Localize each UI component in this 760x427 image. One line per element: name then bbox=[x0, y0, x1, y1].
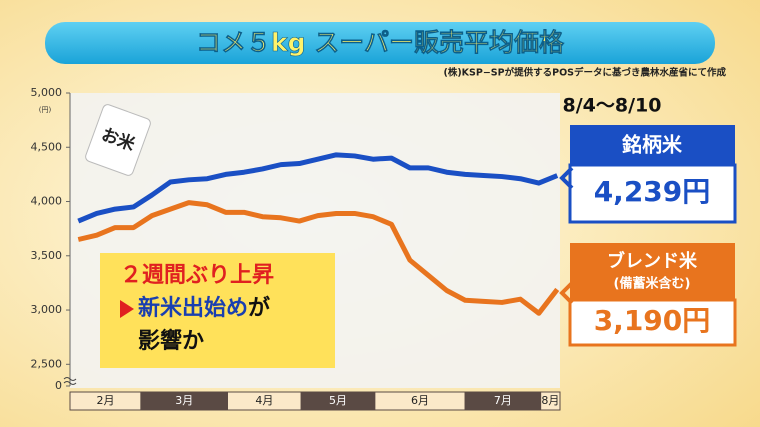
axis-break bbox=[63, 377, 77, 385]
annotation-part: が bbox=[248, 295, 270, 321]
y-tick-label: 4,500 bbox=[31, 140, 63, 153]
y-tick-label: 0 bbox=[55, 379, 62, 392]
label-header bbox=[570, 243, 735, 300]
bullet bbox=[120, 300, 134, 318]
latest-value: 4,239円 bbox=[594, 175, 711, 208]
title-banner bbox=[45, 22, 715, 64]
x-tick-label: 8月 bbox=[541, 394, 559, 407]
label-box bbox=[568, 163, 737, 224]
month-band bbox=[540, 391, 561, 411]
legend-label: ブレンド米 bbox=[607, 250, 698, 272]
x-tick-label: 2月 bbox=[96, 394, 114, 407]
x-tick-label: 5月 bbox=[329, 394, 347, 407]
label-header bbox=[570, 125, 735, 165]
legend-sublabel: (備蓄米含む) bbox=[614, 276, 691, 292]
pointer bbox=[559, 281, 574, 305]
y-tick-label: 2,500 bbox=[31, 357, 63, 370]
x-tick-label: 3月 bbox=[175, 394, 193, 407]
annotation-headline: ２週間ぶり上昇 bbox=[120, 263, 274, 288]
annotation-part: 新米出始め bbox=[138, 295, 248, 321]
chart-title: コメ５kg スーパー販売平均価格 bbox=[196, 28, 565, 57]
data-line bbox=[77, 152, 559, 224]
y-tick-label: 4,000 bbox=[31, 195, 63, 208]
x-tick-label: 7月 bbox=[494, 394, 512, 407]
annotation-line: 新米出始めが bbox=[138, 295, 270, 321]
x-tick-label: 4月 bbox=[255, 394, 273, 407]
y-unit: (円) bbox=[39, 106, 52, 114]
data-line bbox=[77, 200, 560, 316]
y-tick-label: 3,500 bbox=[31, 249, 63, 262]
y-tick-label: 5,000 bbox=[31, 86, 63, 99]
y-tick-label: 3,000 bbox=[31, 303, 63, 316]
period: 8/4〜8/10 bbox=[563, 95, 662, 117]
rice-icon: お米 bbox=[85, 104, 151, 176]
x-tick-label: 6月 bbox=[411, 394, 429, 407]
pointer bbox=[559, 166, 574, 190]
annotation-box bbox=[100, 253, 335, 368]
latest-value: 3,190円 bbox=[594, 304, 711, 337]
source: (株)KSP−SPが提供するPOSデータに基づき農林水産省にて作成 bbox=[444, 67, 727, 79]
label-box bbox=[568, 298, 737, 347]
legend-label: 銘柄米 bbox=[622, 133, 683, 157]
annotation-line: 影響か bbox=[138, 328, 204, 354]
